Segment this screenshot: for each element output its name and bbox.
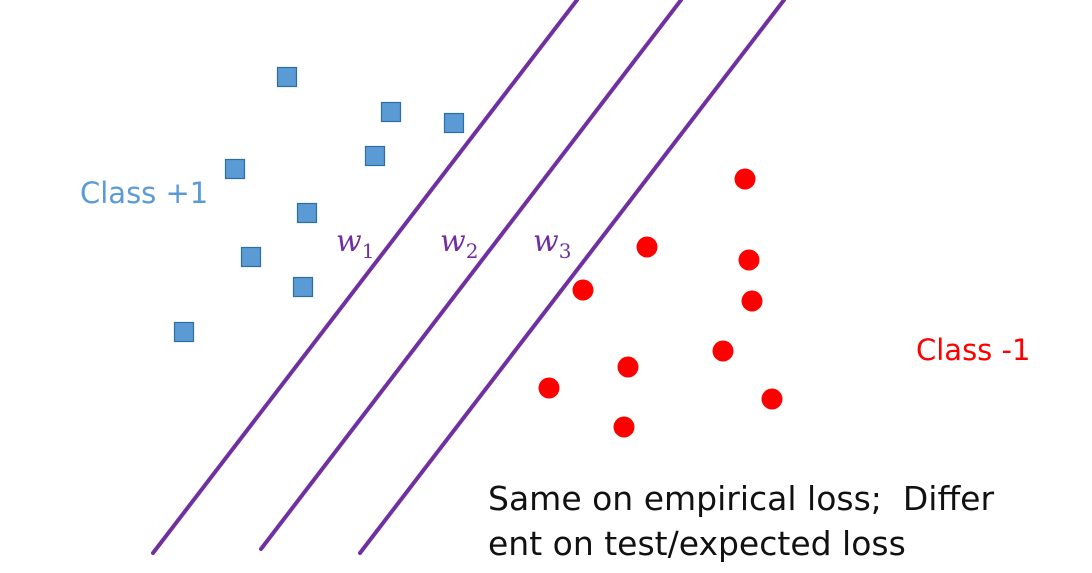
class-plus-one-point (276, 66, 298, 88)
separator-line-w2 (259, 0, 683, 551)
class-plus-one-points (173, 66, 465, 343)
class-minus-one-point (538, 377, 560, 399)
separator-label-w2-symbol: w (440, 224, 466, 259)
class-plus-one-point (173, 321, 195, 343)
class-plus-one-point (380, 101, 402, 123)
class-minus-one-point (572, 279, 594, 301)
caption-line-2: ent on test/expected loss (488, 524, 906, 563)
separator-label-w3-symbol: w (533, 224, 559, 259)
separator-label-w2: w2 (440, 224, 478, 263)
separator-label-w1-symbol: w (336, 224, 362, 259)
caption-line-1: Same on empirical loss; Differ (488, 479, 995, 518)
class-plus-one-point (240, 246, 262, 268)
class-minus-one-point (741, 290, 763, 312)
class-plus-one-point (292, 276, 314, 298)
class-minus-one-point (761, 388, 783, 410)
class-plus-one-point (364, 145, 386, 167)
class-minus-one-point (636, 236, 658, 258)
class-minus-one-point (738, 249, 760, 271)
separator-line-w1 (151, 0, 579, 555)
class-minus-one-label: Class -1 (916, 333, 1031, 367)
class-minus-one-point (613, 416, 635, 438)
separator-lines (151, 0, 786, 555)
class-plus-one-point (224, 158, 246, 180)
separator-label-w1: w1 (336, 224, 374, 263)
class-plus-one-label: Class +1 (80, 176, 209, 210)
class-minus-one-point (734, 168, 756, 190)
class-minus-one-points (538, 168, 783, 438)
class-plus-one-point (296, 202, 318, 224)
separator-label-w3-subscript: 3 (558, 239, 572, 263)
class-minus-one-point (617, 356, 639, 378)
class-minus-one-point (712, 340, 734, 362)
separator-line-w3 (358, 0, 786, 555)
separator-label-w1-subscript: 1 (361, 239, 375, 263)
class-plus-one-point (443, 112, 465, 134)
separator-label-w2-subscript: 2 (465, 239, 479, 263)
caption: Same on empirical loss; Differ ent on te… (488, 476, 994, 566)
separator-label-w3: w3 (533, 224, 571, 263)
